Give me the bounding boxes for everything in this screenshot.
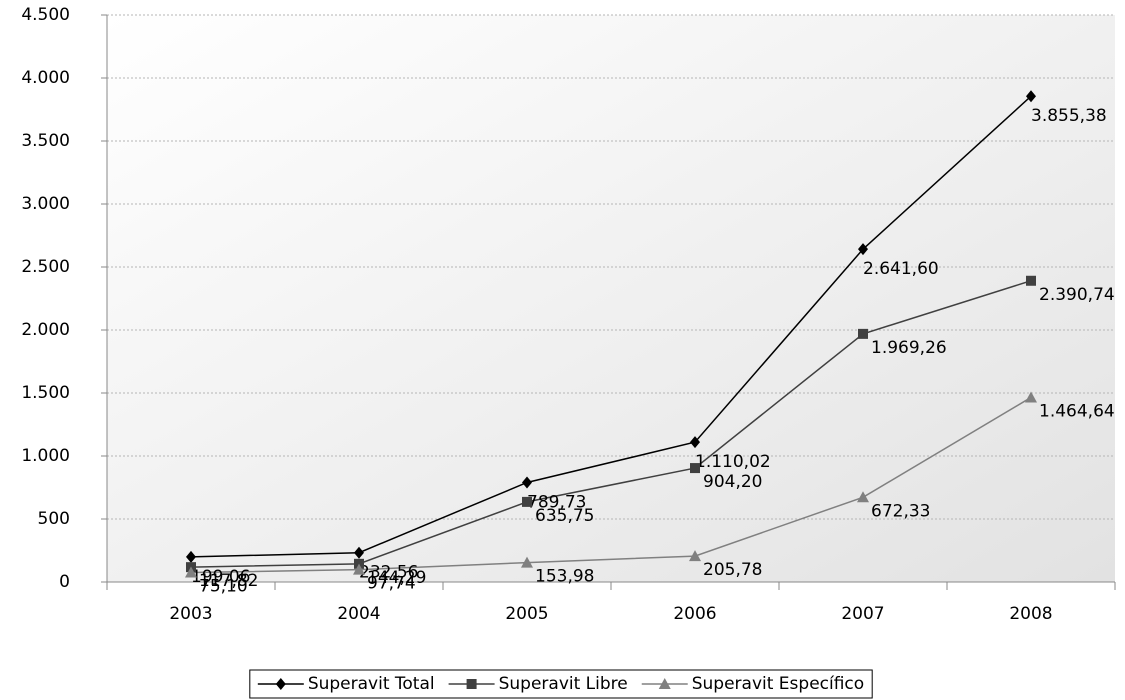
x-tick-label: 2007	[841, 604, 884, 624]
x-tick-label: 2004	[337, 604, 380, 624]
y-tick-label: 500	[38, 509, 70, 529]
marker	[185, 566, 197, 578]
y-tick-label: 4.000	[21, 68, 70, 88]
data-label: 2.390,74	[1039, 285, 1115, 305]
data-label: 1.969,26	[871, 338, 947, 358]
y-tick-label: 1.000	[21, 446, 70, 466]
x-tick-label: 2006	[673, 604, 716, 624]
marker	[466, 679, 477, 689]
data-label: 1.110,02	[695, 452, 771, 472]
marker	[354, 546, 364, 559]
series-line	[190, 396, 1032, 574]
data-label: 144,29	[367, 568, 426, 588]
data-label: 672,33	[871, 501, 930, 521]
x-tick-label: 2003	[169, 604, 212, 624]
data-label: 153,98	[535, 567, 594, 587]
marker	[1026, 275, 1036, 286]
data-label: 789,73	[527, 492, 586, 512]
marker	[690, 463, 700, 474]
y-tick-label: 2.000	[21, 320, 70, 340]
marker	[521, 556, 533, 568]
data-label: 2.641,60	[863, 259, 939, 279]
data-label: 205,78	[703, 560, 762, 580]
data-label: 1.464,64	[1039, 401, 1115, 421]
series-line	[190, 95, 1032, 558]
marker	[1026, 90, 1036, 103]
marker	[522, 476, 532, 489]
marker	[522, 496, 532, 507]
data-label: 97,74	[367, 574, 416, 594]
marker	[353, 563, 365, 575]
y-tick-label: 3.500	[21, 131, 70, 151]
data-label: 3.855,38	[1031, 106, 1107, 126]
x-tick-label: 2008	[1009, 604, 1052, 624]
series-line	[190, 280, 1032, 568]
legend-label: Superavit Libre	[499, 674, 628, 694]
data-label: 199,06	[191, 567, 250, 587]
y-tick-label: 2.500	[21, 257, 70, 277]
legend-label: Superavit Específico	[692, 674, 864, 694]
marker	[275, 678, 286, 690]
data-label: 635,75	[535, 506, 594, 526]
marker	[186, 550, 196, 563]
x-tick-label: 2005	[505, 604, 548, 624]
marker	[689, 550, 701, 562]
marker	[658, 678, 671, 689]
marker	[858, 243, 868, 256]
y-tick-label: 0	[59, 572, 70, 592]
plot-area	[107, 15, 1115, 582]
legend: Superavit Total Superavit Libre Superavit …	[257, 674, 864, 694]
y-tick-label: 4.500	[21, 5, 70, 25]
y-tick-label: 1.500	[21, 383, 70, 403]
legend-label: Superavit Total	[308, 674, 435, 694]
marker	[858, 328, 868, 339]
y-tick-label: 3.000	[21, 194, 70, 214]
data-label: 232,56	[359, 563, 418, 583]
data-label: 117,82	[199, 571, 258, 591]
marker	[690, 436, 700, 449]
legend-box	[249, 669, 873, 699]
marker	[857, 491, 869, 503]
data-label: 75,10	[199, 577, 248, 597]
data-label: 904,20	[703, 472, 762, 492]
marker	[1025, 391, 1037, 403]
